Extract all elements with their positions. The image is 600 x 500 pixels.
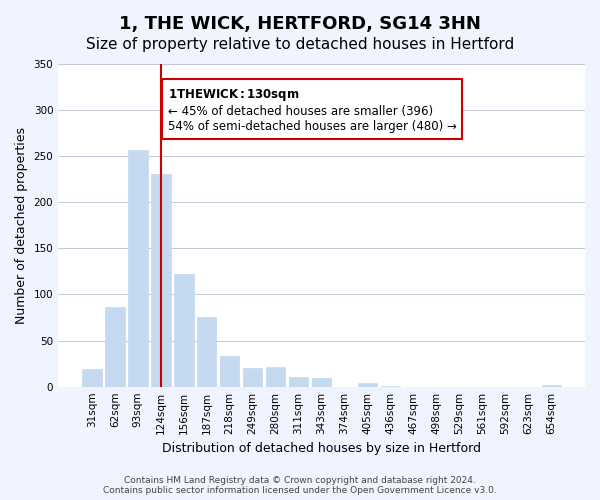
Bar [289, 376, 308, 386]
Bar [266, 368, 286, 386]
Bar [82, 369, 101, 386]
Bar [358, 383, 377, 386]
Bar [220, 356, 239, 386]
Text: Contains HM Land Registry data © Crown copyright and database right 2024.
Contai: Contains HM Land Registry data © Crown c… [103, 476, 497, 495]
Bar [105, 308, 125, 386]
X-axis label: Distribution of detached houses by size in Hertford: Distribution of detached houses by size … [162, 442, 481, 455]
Text: Size of property relative to detached houses in Hertford: Size of property relative to detached ho… [86, 38, 514, 52]
Text: 1, THE WICK, HERTFORD, SG14 3HN: 1, THE WICK, HERTFORD, SG14 3HN [119, 15, 481, 33]
Bar [151, 174, 170, 386]
Bar [312, 378, 331, 386]
Text: $\bf{1 THE WICK: 130sqm}$
← 45% of detached houses are smaller (396)
54% of semi: $\bf{1 THE WICK: 130sqm}$ ← 45% of detac… [167, 87, 457, 133]
Bar [174, 274, 194, 386]
Bar [243, 368, 262, 386]
Y-axis label: Number of detached properties: Number of detached properties [15, 127, 28, 324]
Bar [197, 316, 217, 386]
Bar [128, 150, 148, 386]
Bar [542, 385, 561, 386]
